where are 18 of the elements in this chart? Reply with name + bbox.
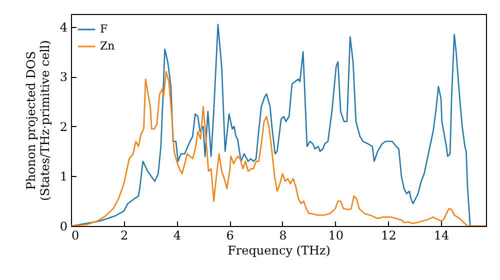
y-tick-label: 0 xyxy=(60,220,68,234)
x-tick-label: 2 xyxy=(120,228,128,242)
line-series xyxy=(71,71,486,226)
y-tick-label: 2 xyxy=(60,120,68,134)
y-axis-title: Phonon projected DOS (States/THz·primitive cell) xyxy=(24,40,52,201)
y-tick-label: 3 xyxy=(60,70,68,84)
x-tick-label: 6 xyxy=(226,228,234,242)
x-tick-label: 10 xyxy=(328,228,344,242)
y-tick-label: 4 xyxy=(60,20,68,34)
x-tick-label: 4 xyxy=(173,228,182,242)
legend-label: F xyxy=(100,22,108,36)
x-tick-label: 0 xyxy=(72,228,80,242)
x-tick-label: 8 xyxy=(279,228,287,242)
x-tick-label: 12 xyxy=(381,228,396,242)
y-tick-label: 1 xyxy=(60,170,68,184)
x-tick-label: 14 xyxy=(434,228,450,242)
x-axis-title: Frequency (THz) xyxy=(228,244,330,258)
legend-label: Zn xyxy=(100,40,115,52)
